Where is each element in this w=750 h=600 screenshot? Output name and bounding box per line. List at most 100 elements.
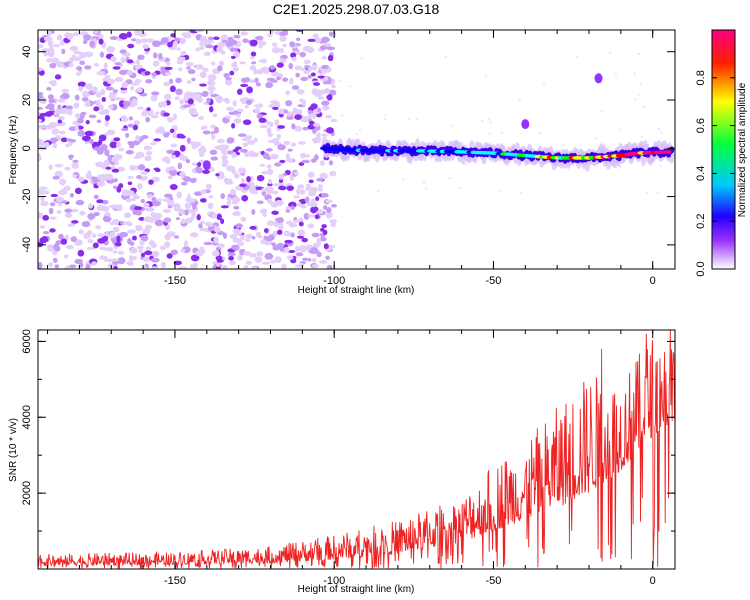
noise-blob	[216, 259, 224, 263]
speckle-mark	[656, 191, 659, 194]
noise-blob	[84, 51, 94, 58]
noise-blob	[242, 142, 248, 148]
noise-blob	[225, 98, 230, 104]
noise-blob	[104, 114, 111, 121]
noise-blob	[243, 264, 249, 269]
noise-blob	[320, 193, 329, 198]
noise-blob	[130, 241, 135, 246]
noise-blob	[146, 194, 153, 199]
noise-blob	[64, 212, 73, 219]
noise-blob	[243, 251, 252, 256]
noise-blob	[187, 98, 194, 105]
noise-blob	[140, 171, 148, 176]
noise-blob	[185, 62, 194, 67]
noise-blob	[98, 104, 104, 111]
noise-blob	[91, 233, 97, 238]
noise-blob	[283, 140, 290, 146]
noise-blob	[39, 212, 44, 217]
noise-blob	[320, 67, 328, 74]
noise-blob	[216, 213, 222, 221]
noise-blob	[321, 105, 330, 111]
spectrogram-frame	[37, 29, 676, 270]
noise-blob	[58, 233, 64, 240]
noise-blob	[145, 79, 150, 84]
noise-blob	[64, 166, 71, 171]
noise-blob	[256, 174, 265, 182]
speckle-mark	[614, 73, 618, 76]
noise-blob	[38, 262, 43, 269]
noise-blob	[95, 161, 105, 168]
noise-blob	[52, 44, 61, 48]
noise-blob	[78, 229, 85, 235]
noise-blob	[132, 124, 138, 131]
noise-blob	[87, 246, 95, 251]
noise-blob	[110, 161, 115, 165]
noise-blob	[313, 37, 322, 44]
noise-blob	[186, 66, 191, 70]
noise-blob	[160, 37, 169, 44]
noise-blob	[38, 189, 45, 195]
noise-blob	[134, 65, 141, 70]
y-tick-label: 40	[21, 46, 33, 58]
noise-blob	[295, 252, 304, 257]
noise-blob	[282, 43, 287, 48]
noise-blob	[294, 65, 303, 71]
noise-blob	[77, 117, 84, 124]
noise-blob	[63, 254, 69, 259]
noise-blob	[179, 135, 186, 139]
outlier-blob	[521, 119, 530, 130]
noise-blob	[298, 221, 304, 227]
noise-blob	[210, 124, 216, 129]
noise-blob	[325, 211, 333, 219]
noise-blob	[210, 81, 216, 86]
noise-blob	[230, 152, 237, 158]
noise-blob	[239, 97, 248, 103]
noise-blob	[270, 100, 279, 104]
noise-blob	[274, 119, 280, 126]
noise-blob	[156, 198, 162, 202]
speckle-mark	[600, 109, 604, 113]
noise-blob	[49, 137, 59, 143]
noise-blob	[307, 223, 314, 229]
noise-blob	[315, 240, 321, 247]
noise-blob	[135, 134, 140, 142]
noise-blob	[179, 153, 185, 161]
noise-blob	[227, 252, 236, 257]
noise-blob	[200, 189, 207, 195]
noise-blob	[82, 39, 88, 45]
noise-blob	[321, 133, 328, 137]
speckle-mark	[657, 127, 661, 131]
colorbar-tick-label: 0.8	[695, 70, 707, 85]
noise-blob	[319, 172, 328, 180]
speckle-mark	[407, 118, 411, 121]
noise-blob	[239, 61, 246, 65]
noise-blob	[195, 47, 200, 52]
noise-blob	[250, 56, 255, 60]
noise-blob	[125, 133, 130, 138]
noise-blob	[296, 37, 301, 42]
noise-blob	[67, 33, 76, 37]
noise-blob	[312, 128, 317, 134]
noise-blob	[170, 154, 176, 159]
noise-blob	[244, 238, 251, 242]
noise-blob	[93, 106, 100, 112]
noise-blob	[54, 264, 60, 269]
noise-blob	[66, 109, 73, 116]
noise-blob	[302, 126, 309, 131]
noise-blob	[186, 80, 192, 84]
noise-blob	[216, 243, 225, 249]
noise-blob	[127, 181, 133, 186]
noise-blob	[261, 188, 266, 192]
noise-blob	[331, 203, 338, 208]
noise-blob	[69, 45, 79, 52]
noise-blob	[153, 138, 161, 142]
noise-blob	[213, 36, 220, 41]
noise-blob	[134, 30, 143, 36]
noise-blob	[126, 260, 132, 266]
noise-blob	[271, 210, 279, 215]
noise-blob	[187, 69, 196, 75]
speckle-mark	[444, 55, 447, 59]
noise-blob	[250, 51, 257, 57]
noise-blob	[286, 116, 294, 120]
speckle-mark	[415, 118, 419, 121]
